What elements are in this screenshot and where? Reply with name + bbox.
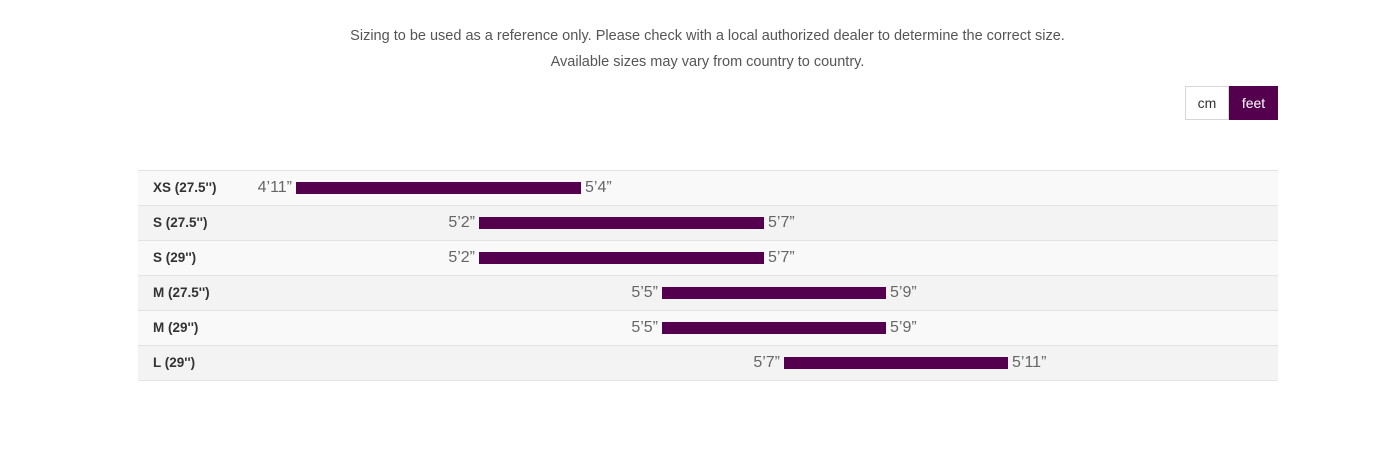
size-row: M (29'') 5’5” 5’9” (138, 311, 1278, 346)
availability-note: Available sizes may vary from country to… (550, 54, 865, 70)
height-min-label: 5’5” (631, 319, 658, 336)
height-max-label: 5’11” (1012, 354, 1047, 371)
size-label: S (29'') (153, 250, 197, 265)
height-range-bar (479, 252, 764, 264)
sizing-disclaimer: Sizing to be used as a reference only. P… (350, 28, 1065, 44)
unit-toggle: cm feet (1185, 86, 1278, 120)
size-row: XS (27.5'') 4’11” 5’4” (138, 171, 1278, 206)
size-label: M (29'') (153, 320, 199, 335)
size-label: S (27.5'') (153, 215, 208, 230)
height-max-label: 5’9” (890, 319, 917, 336)
height-range-bar (784, 357, 1008, 369)
height-range-bar (479, 217, 764, 229)
height-max-label: 5’7” (768, 249, 795, 266)
height-max-label: 5’4” (585, 179, 612, 196)
height-min-label: 5’2” (448, 214, 475, 231)
size-chart: XS (27.5'') 4’11” 5’4” S (27.5'') 5’2” 5… (138, 170, 1278, 381)
size-label: XS (27.5'') (153, 180, 217, 195)
height-range-bar (662, 287, 886, 299)
height-min-label: 4’11” (257, 179, 292, 196)
height-max-label: 5’9” (890, 284, 917, 301)
unit-cm-button[interactable]: cm (1185, 86, 1229, 120)
size-row: S (27.5'') 5’2” 5’7” (138, 206, 1278, 241)
height-max-label: 5’7” (768, 214, 795, 231)
height-min-label: 5’7” (753, 354, 780, 371)
height-min-label: 5’2” (448, 249, 475, 266)
size-row: S (29'') 5’2” 5’7” (138, 241, 1278, 276)
height-range-bar (296, 182, 581, 194)
size-label: L (29'') (153, 355, 196, 370)
height-range-bar (662, 322, 886, 334)
height-min-label: 5’5” (631, 284, 658, 301)
size-row: M (27.5'') 5’5” 5’9” (138, 276, 1278, 311)
unit-feet-button[interactable]: feet (1229, 86, 1278, 120)
size-label: M (27.5'') (153, 285, 210, 300)
size-row: L (29'') 5’7” 5’11” (138, 346, 1278, 381)
